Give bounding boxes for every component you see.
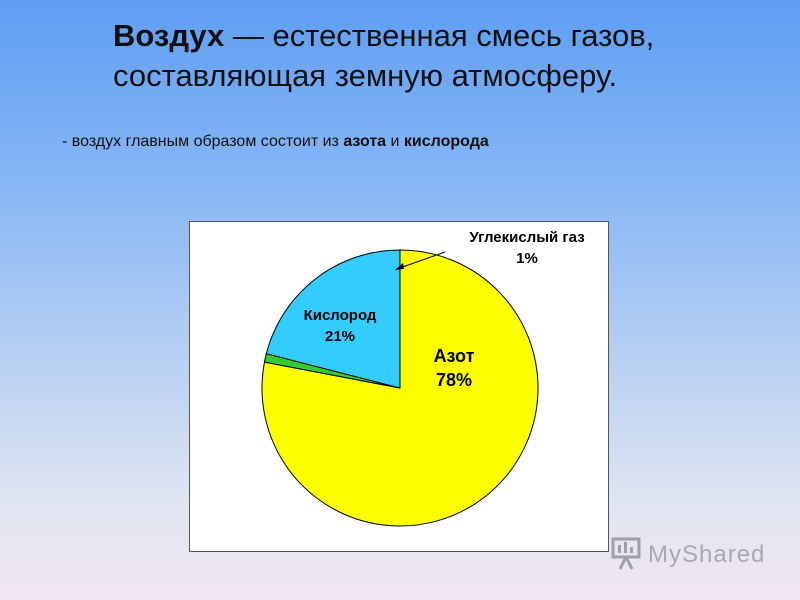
slice-value-label-1: 1% — [516, 250, 538, 267]
pie-slice-2 — [265, 249, 401, 389]
watermark: MyShared — [610, 535, 780, 575]
bullet-middle: и — [386, 133, 404, 150]
watermark-text: MyShared — [648, 541, 766, 568]
pie-chart-container: Азот 78% Углекислый газ 1% Кислород 21% — [189, 221, 609, 552]
slice-value-label-0: 78% — [436, 370, 472, 390]
bullet-term-oxygen: кислорода — [403, 133, 489, 150]
co2-leader-arrowhead — [395, 263, 404, 270]
co2-leader-line — [396, 251, 446, 270]
bullet-term-nitrogen: азота — [343, 133, 387, 150]
bullet-text: - воздух главным образом состоит из азот… — [62, 131, 489, 153]
bullet-prefix: - воздух главным образом состоит из — [62, 133, 344, 150]
slice-name-label-0: Азот — [434, 346, 475, 366]
slice-value-label-2: 21% — [325, 328, 355, 345]
title-term: Воздух — [113, 18, 225, 53]
title-definition: — естественная смесь газов, составляющая… — [113, 18, 655, 93]
page-title: Воздух — естественная смесь газов, соста… — [113, 16, 753, 96]
presentation-icon — [611, 537, 641, 570]
slice-name-label-1: Углекислый газ — [469, 229, 584, 246]
slice-name-label-2: Кислород — [304, 307, 377, 324]
pie-chart: Азот 78% Углекислый газ 1% Кислород 21% — [261, 229, 585, 527]
